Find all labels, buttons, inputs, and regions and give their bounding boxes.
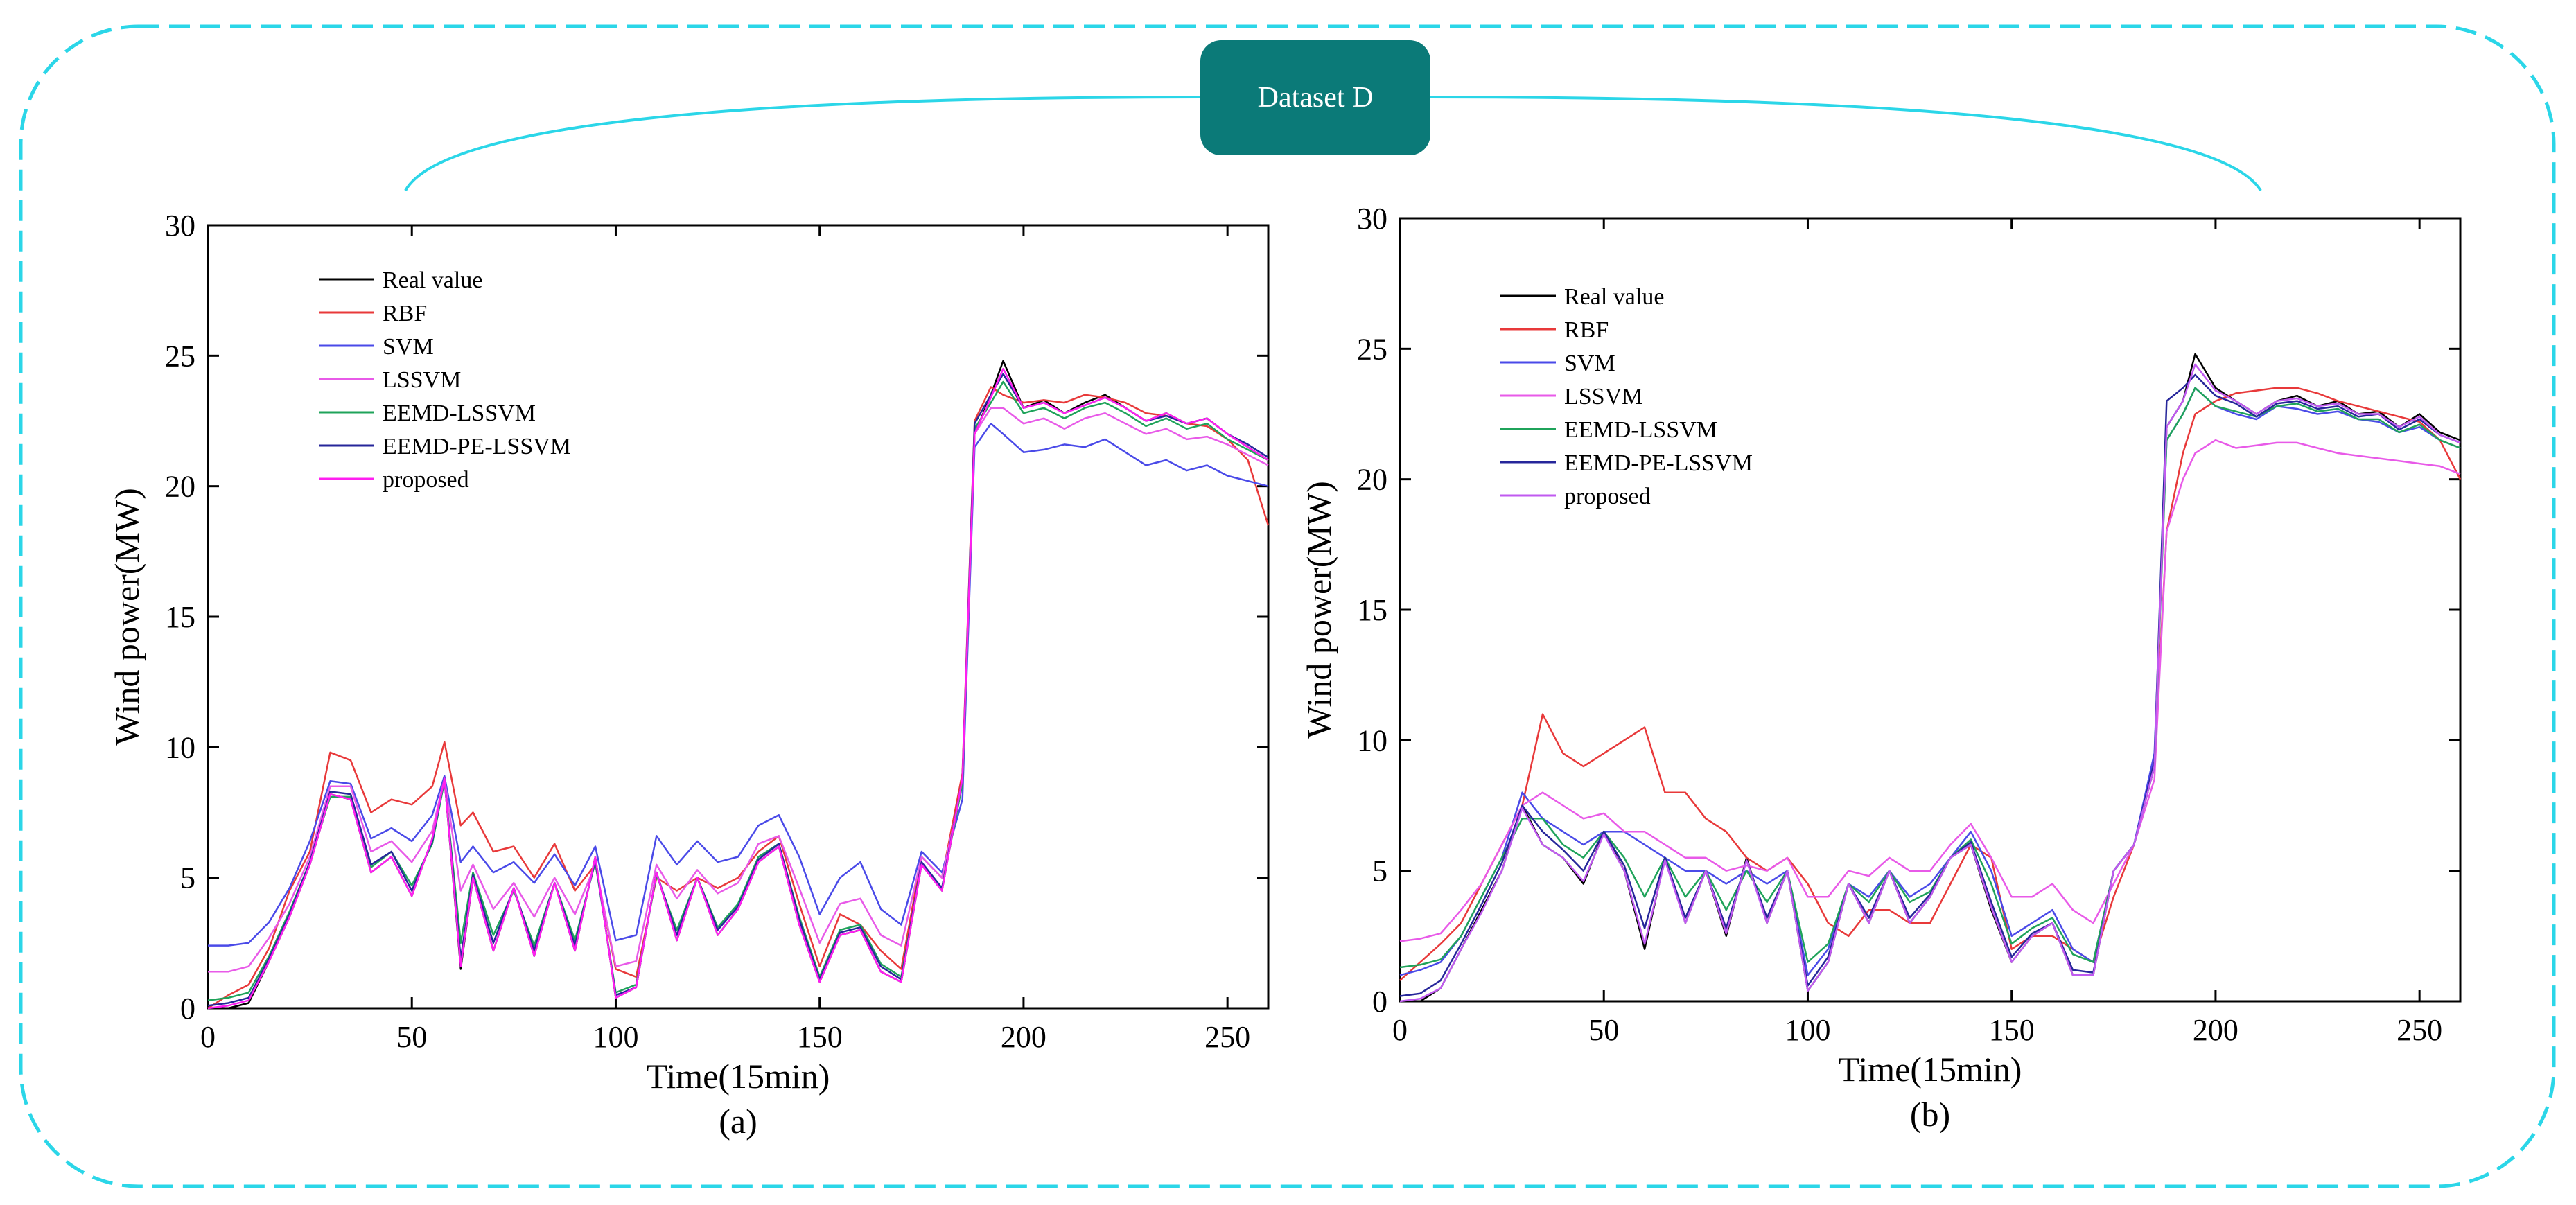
y-tick-label: 10 [1357, 723, 1387, 757]
x-tick-label: 50 [396, 1020, 427, 1054]
legend-label: SVM [383, 334, 434, 360]
x-tick-label: 150 [1989, 1013, 2035, 1047]
series-line-svm [1399, 387, 2461, 976]
legend-label: proposed [383, 467, 469, 493]
y-tick-label: 15 [1357, 593, 1387, 627]
x-tick-label: 100 [1785, 1013, 1830, 1047]
y-tick-label: 5 [180, 861, 195, 895]
x-tick-label: 0 [200, 1020, 216, 1054]
legend-label: Real value [383, 267, 482, 293]
y-tick-label: 20 [165, 470, 195, 504]
legend-label: EEMD-PE-LSSVM [383, 434, 571, 459]
y-tick-label: 5 [1372, 854, 1387, 888]
series-line-proposed [1399, 363, 2461, 1003]
y-tick-label: 10 [165, 730, 195, 764]
x-axis-label: Time(15min) [1839, 1050, 2022, 1089]
y-axis-label: Wind power(MW) [1299, 481, 1338, 738]
y-tick-label: 25 [1357, 332, 1387, 366]
subplot-caption: (a) [719, 1102, 757, 1141]
legend-label: EEMD-LSSVM [1564, 417, 1717, 443]
plot-area [207, 224, 1270, 1010]
series-line-rbf [1399, 387, 2462, 981]
legend-label: LSSVM [383, 367, 461, 393]
y-tick-label: 30 [1357, 202, 1387, 236]
y-tick-label: 25 [165, 339, 195, 373]
legend-label: RBF [1564, 317, 1609, 343]
legend-label: LSSVM [1564, 384, 1642, 410]
y-tick-label: 15 [165, 600, 195, 634]
series-line-lssvm [208, 407, 1269, 973]
x-tick-label: 200 [2193, 1013, 2238, 1047]
x-tick-label: 50 [1588, 1013, 1619, 1047]
x-tick-label: 150 [797, 1020, 843, 1054]
connector-arc-right [1430, 96, 2262, 192]
legend-label: EEMD-PE-LSSVM [1564, 450, 1753, 476]
legend-label: SVM [1564, 351, 1615, 376]
y-tick-label: 20 [1357, 463, 1387, 497]
y-tick-label: 30 [165, 209, 195, 243]
frame-border [19, 24, 2556, 1188]
chart-b: 0 5 10 15 20 25 30 0 50 100 150 200 250 Real value RBF… [1299, 202, 2462, 1134]
legend-label: Real value [1564, 284, 1664, 310]
x-tick-label: 250 [1204, 1020, 1250, 1054]
chart-a: 0 5 10 15 20 25 30 0 50 100 150 200 250 Real value RBF… [107, 209, 1270, 1141]
x-axis-label: Time(15min) [647, 1057, 830, 1096]
x-tick-label: 100 [593, 1020, 638, 1054]
series-line-proposed [207, 367, 1269, 1010]
y-tick-label: 0 [1372, 985, 1387, 1019]
legend-label: RBF [383, 301, 427, 326]
subplot-caption: (b) [1910, 1095, 1950, 1134]
series-line-rbf [207, 386, 1270, 1010]
x-tick-label: 0 [1392, 1013, 1408, 1047]
y-axis-label: Wind power(MW) [107, 488, 146, 745]
legend-label: EEMD-LSSVM [383, 401, 536, 426]
dataset-title-badge: Dataset D [1200, 40, 1430, 155]
y-tick-label: 0 [180, 992, 195, 1026]
x-tick-label: 250 [2397, 1013, 2442, 1047]
series-line-lssvm [1399, 439, 2461, 942]
x-tick-label: 200 [1001, 1020, 1046, 1054]
series-line-svm [208, 423, 1269, 947]
connector-arc-left [404, 96, 1201, 191]
legend-label: proposed [1564, 484, 1651, 509]
